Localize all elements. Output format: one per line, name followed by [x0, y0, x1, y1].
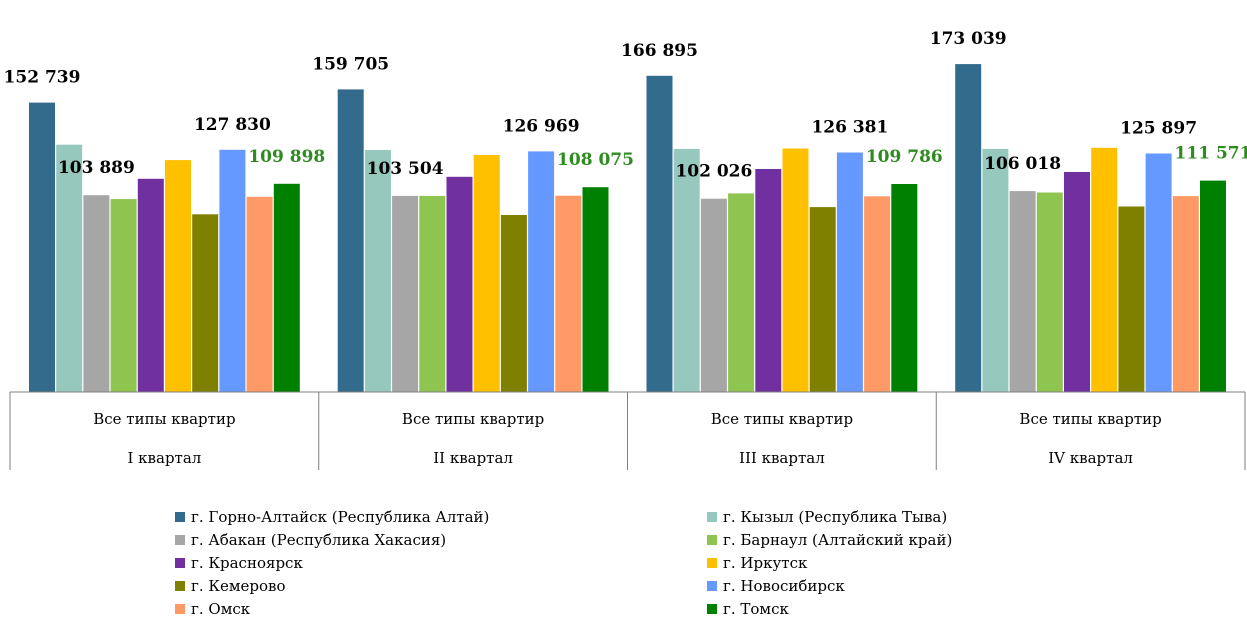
bar	[782, 148, 809, 392]
data-label: 106 018	[984, 154, 1061, 174]
bar	[110, 199, 137, 392]
bar	[219, 149, 246, 392]
tick-label-bottom: IV квартал	[1048, 449, 1133, 467]
bar	[1036, 192, 1063, 392]
bar	[29, 102, 55, 392]
data-label: 127 830	[194, 115, 271, 135]
tick-label-top: Все типы квартир	[93, 410, 235, 428]
bar	[137, 178, 164, 392]
bar	[673, 148, 700, 392]
bar	[1118, 206, 1145, 392]
bar	[555, 195, 582, 392]
data-label: 103 504	[367, 159, 444, 179]
tick-label-bottom: III квартал	[739, 449, 825, 467]
data-label: 111 571	[1175, 144, 1247, 164]
bar	[1172, 196, 1199, 392]
data-label: 108 075	[557, 150, 634, 170]
bar	[809, 207, 836, 392]
tick-label-bottom: I квартал	[127, 449, 201, 467]
bar	[246, 196, 273, 392]
data-label: 109 786	[866, 147, 943, 167]
bar	[700, 198, 727, 392]
bar	[446, 176, 473, 392]
data-label: 103 889	[58, 158, 135, 178]
category-axis: Все типы квартир I квартал Все типы кварти…	[9, 391, 1246, 470]
bar	[419, 195, 446, 392]
bar	[528, 151, 555, 392]
bar	[364, 150, 391, 392]
bars-layer	[29, 64, 1226, 393]
bar	[1091, 147, 1118, 392]
data-label: 152 739	[4, 68, 81, 88]
bar	[500, 215, 527, 392]
bar	[192, 214, 219, 392]
bar	[273, 183, 300, 392]
bar	[582, 187, 609, 392]
bar	[473, 155, 500, 392]
data-label: 126 969	[503, 116, 580, 136]
bar	[646, 75, 673, 393]
bar	[982, 148, 1009, 392]
tick-label-top: Все типы квартир	[402, 410, 544, 428]
data-labels-layer: 152 739 159 705 166 895 173 039 103 889 103 5…	[4, 29, 1247, 182]
data-label: 166 895	[621, 41, 698, 61]
data-label: 102 026	[675, 162, 752, 182]
bar	[955, 64, 982, 392]
bar	[392, 195, 419, 392]
bar	[891, 184, 918, 392]
bar	[83, 195, 110, 392]
bar	[1200, 180, 1226, 392]
bar	[337, 89, 364, 393]
data-label: 109 898	[248, 147, 325, 167]
bar	[728, 193, 755, 392]
data-label: 173 039	[930, 29, 1007, 49]
bar	[56, 144, 83, 392]
tick-label-top: Все типы квартир	[711, 410, 853, 428]
data-label: 126 381	[811, 118, 888, 138]
data-label: 159 705	[312, 54, 389, 74]
bar	[1064, 172, 1090, 392]
tick-label-bottom: II квартал	[433, 449, 513, 467]
bar	[755, 169, 782, 392]
tick-label-top: Все типы квартир	[1019, 410, 1161, 428]
bar	[836, 152, 863, 392]
bar	[1145, 153, 1172, 392]
bar	[165, 160, 191, 392]
bar	[864, 196, 891, 392]
bar	[1009, 191, 1036, 392]
data-label: 125 897	[1120, 119, 1197, 139]
